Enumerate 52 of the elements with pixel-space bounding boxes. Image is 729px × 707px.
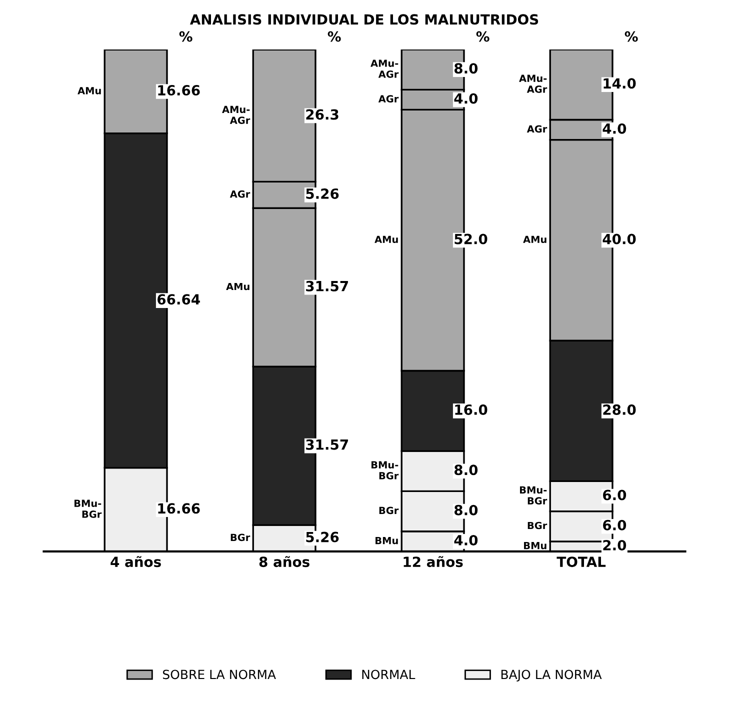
text: AGr xyxy=(526,125,548,133)
data-label: 6.0 xyxy=(603,520,626,530)
text: SOBRE LA NORMA xyxy=(162,670,276,680)
data-label: 66.64 xyxy=(158,294,200,305)
data-label: 16.66 xyxy=(158,503,200,514)
data-label: 31.57 xyxy=(306,280,348,292)
series-label: AMu-AGr xyxy=(222,106,250,124)
data-label: 31.57 xyxy=(306,439,348,450)
text: BGr xyxy=(379,506,399,514)
data-label: 8.0 xyxy=(454,504,478,516)
text: BMu xyxy=(376,537,398,544)
data-label: 8.0 xyxy=(454,63,478,74)
data-label: 5.26 xyxy=(306,188,339,199)
data-label: 6.0 xyxy=(603,490,626,500)
series-label: BGr xyxy=(230,534,250,542)
text: % xyxy=(328,31,341,42)
data-label: 26.3 xyxy=(306,109,338,120)
text: AMu xyxy=(78,87,101,94)
data-label: 5.26 xyxy=(306,532,339,542)
data-label: 52.0 xyxy=(454,234,488,244)
data-label: 4.0 xyxy=(454,93,478,104)
series-label: BMu-BGr xyxy=(74,500,102,518)
chart-title: ANALISIS INDIVIDUAL DE LOS MALNUTRIDOS xyxy=(190,14,538,25)
text: BMu-BGr xyxy=(372,461,399,480)
text: AMu-AGr xyxy=(519,74,548,93)
data-label: 4.0 xyxy=(454,534,478,546)
series-label: AGr xyxy=(230,190,250,198)
text: AMu xyxy=(226,282,250,290)
data-label: 8.0 xyxy=(454,464,478,476)
text: % xyxy=(476,31,490,42)
data-label: 16.0 xyxy=(455,404,488,415)
text: NORMAL xyxy=(362,670,416,680)
text: AMu xyxy=(374,236,398,244)
data-label: 4.0 xyxy=(602,123,626,134)
y-axis-title: % xyxy=(179,31,192,42)
data-label: 28.0 xyxy=(603,404,636,415)
text: AMu-AGr xyxy=(370,60,399,78)
x-tick-label: 4 años xyxy=(110,556,161,568)
data-label: 40.0 xyxy=(602,234,636,244)
text: BGr xyxy=(528,522,548,530)
series-label: AMu xyxy=(523,236,546,244)
x-tick-label: 12 años xyxy=(404,556,463,568)
text: BAJO LA NORMA xyxy=(501,670,602,682)
data-label: 16.66 xyxy=(158,85,200,96)
x-tick-label: TOTAL xyxy=(556,556,606,568)
series-label: BMu xyxy=(524,542,546,550)
text: BMu-BGr xyxy=(520,486,548,505)
data-label: 2.0 xyxy=(603,540,626,550)
x-tick-label: 8 años xyxy=(259,556,310,568)
data-label: 14.0 xyxy=(604,78,636,89)
text: % xyxy=(624,31,638,42)
text: AGr xyxy=(378,95,399,103)
